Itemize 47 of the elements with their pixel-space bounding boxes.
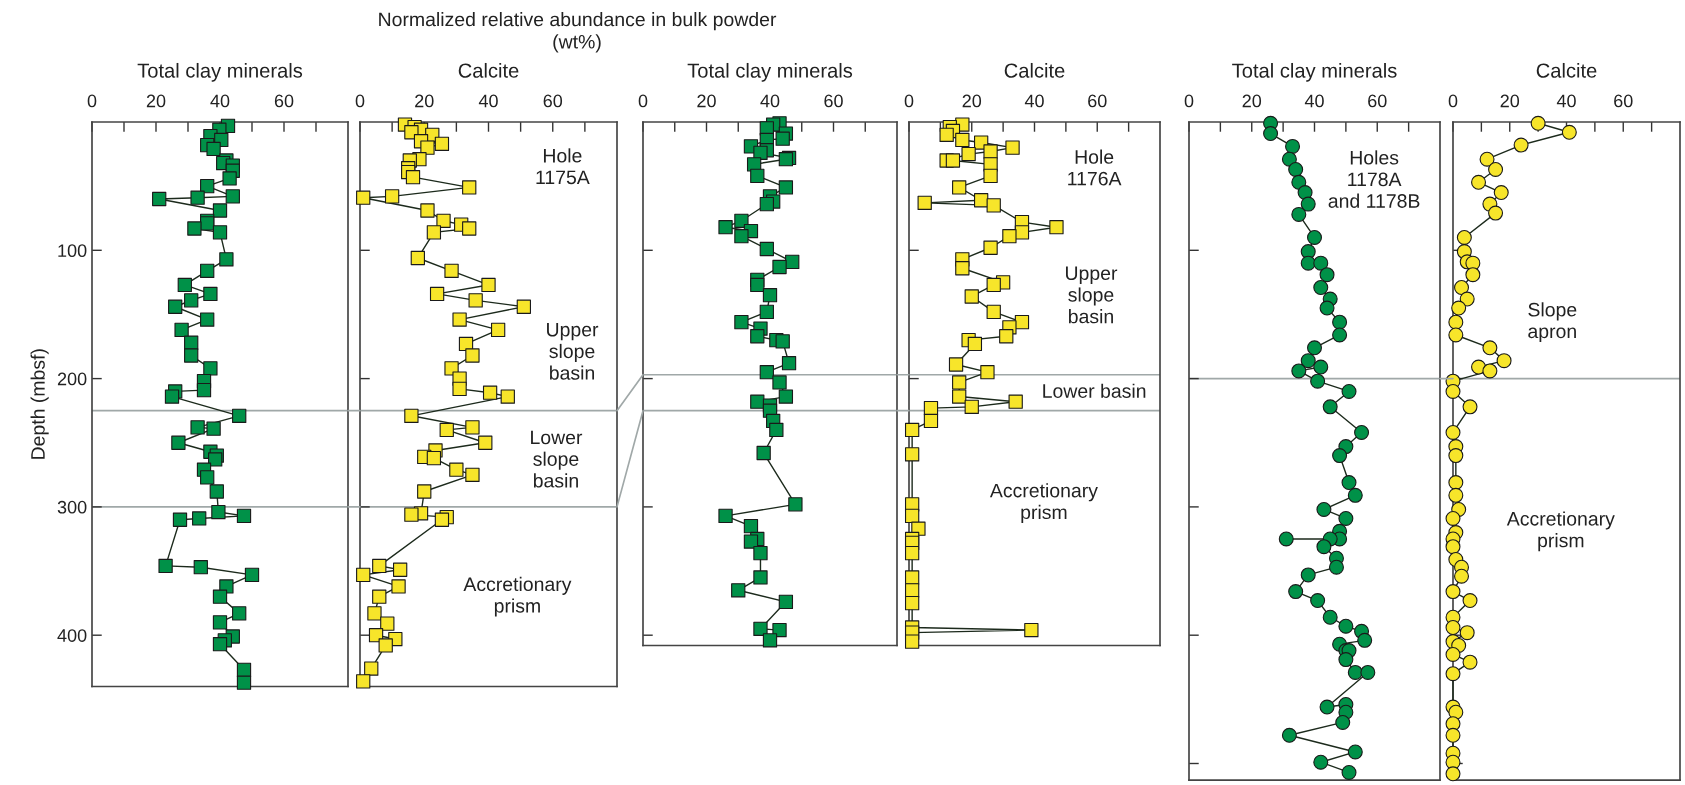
annotation: Upper slope basin: [547, 322, 599, 380]
x-tick-label: 20: [146, 94, 166, 108]
x-tick-label: 0: [904, 94, 914, 108]
chart-title: Calcite: [1536, 62, 1597, 78]
annotation: Lower slope basin: [531, 430, 583, 488]
x-tick-label: 40: [210, 94, 230, 108]
x-tick-label: 0: [638, 94, 648, 108]
x-tick-label: 60: [543, 94, 563, 108]
annotation: Accretionary prism: [989, 483, 1098, 523]
x-tick-label: 0: [87, 94, 97, 108]
x-tick-label: 0: [355, 94, 365, 108]
y-tick-label: 200: [57, 372, 87, 386]
x-tick-label: 40: [478, 94, 498, 108]
x-tick-label: 0: [1448, 94, 1458, 108]
x-tick-label: 40: [1556, 94, 1576, 108]
annotation: Upper slope basin: [1066, 266, 1118, 324]
x-tick-label: 20: [1500, 94, 1520, 108]
annotation: Hole 1176A: [1068, 149, 1122, 186]
chart-title: Total clay minerals: [1232, 62, 1397, 82]
x-tick-label: 20: [697, 94, 716, 108]
chart-title: Calcite: [458, 62, 519, 78]
x-axis-title: Normalized relative abundance in bulk powder (wt%): [379, 12, 777, 53]
x-tick-label: 20: [415, 94, 434, 108]
chart-title: Total clay minerals: [687, 62, 853, 82]
x-tick-label: 40: [1304, 94, 1324, 108]
chart-title: Calcite: [1004, 62, 1065, 78]
annotation: Accretionary prism: [463, 576, 572, 617]
y-tick-label: 300: [57, 500, 87, 514]
y-tick-label: 100: [58, 244, 87, 258]
x-tick-label: 60: [1368, 94, 1387, 108]
annotation: Slope apron: [1528, 302, 1577, 343]
x-tick-label: 60: [1088, 94, 1107, 108]
annotation: Accretionary prism: [1506, 511, 1615, 552]
x-tick-label: 20: [962, 94, 982, 108]
x-tick-label: 20: [1242, 94, 1262, 108]
y-tick-label: 400: [57, 629, 87, 642]
x-tick-label: 60: [274, 94, 294, 108]
annotation: Lower basin: [1043, 383, 1146, 398]
x-tick-label: 40: [760, 94, 780, 108]
x-tick-label: 60: [1614, 94, 1633, 108]
y-axis-title: Depth (mbsf): [30, 349, 49, 459]
x-tick-label: 40: [1024, 94, 1044, 108]
chart-title: Total clay minerals: [137, 62, 303, 82]
x-tick-label: 0: [1184, 94, 1194, 108]
annotation: Holes 1178A and 1178B: [1328, 150, 1420, 208]
x-tick-label: 60: [824, 94, 843, 108]
annotation: Hole 1175A: [536, 148, 590, 185]
